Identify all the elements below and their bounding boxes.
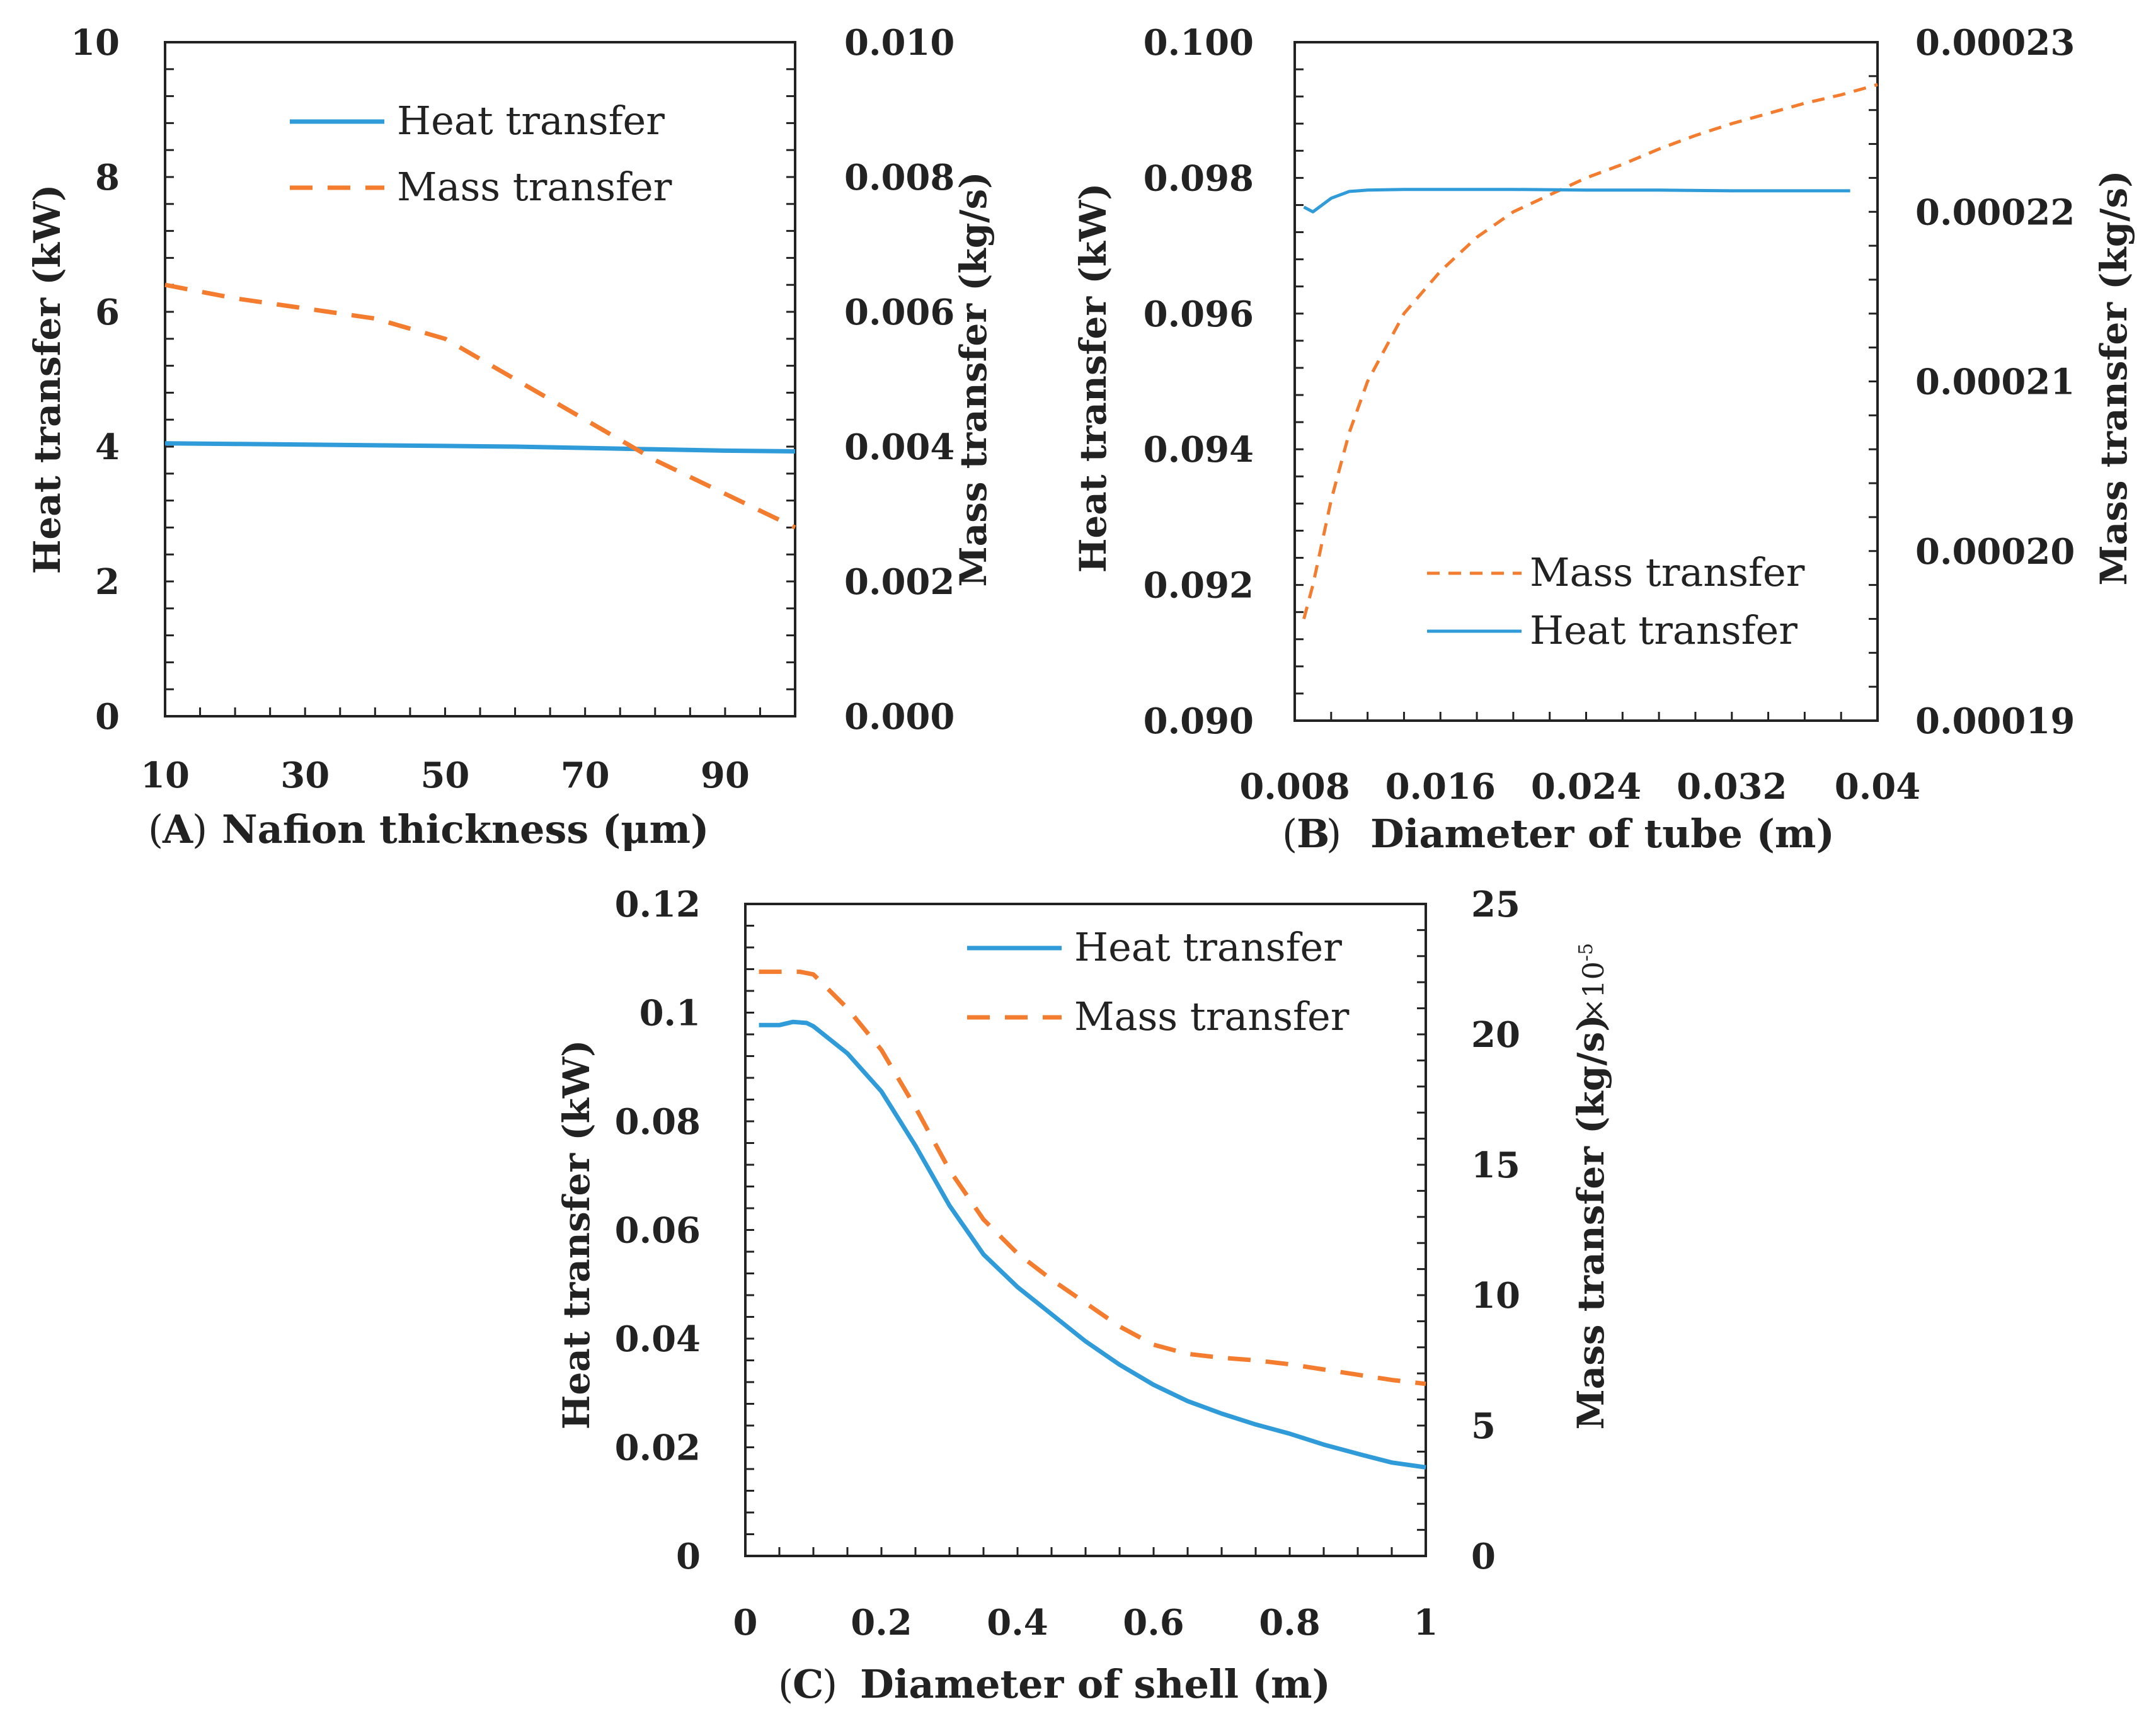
panel-b-y-right-tick-label: 0.00021 — [1915, 362, 2075, 403]
panel-c-x-axis-title: Diameter of shell (m) — [860, 1661, 1331, 1707]
panel-a-y-right-tick-label: 0.004 — [844, 426, 955, 468]
panel-c-y-right-tick-label: 10 — [1471, 1275, 1520, 1317]
panel-c-legend: Heat transfer Mass transfer — [967, 924, 1350, 1039]
panel-b-x-tick-label: 0.016 — [1385, 766, 1496, 808]
panel-c-y-left-tick-label: 0.1 — [639, 993, 701, 1034]
panel-c-letter: C — [793, 1661, 823, 1707]
panel-b-x-tick-label: 0.032 — [1677, 766, 1787, 808]
panel-b-y-left-tick-label: 0.100 — [1144, 22, 1254, 64]
panel-c-y-left-tick-label: 0 — [676, 1536, 701, 1577]
panel-c-y-left-title: Heat transfer (kW) — [555, 1040, 598, 1430]
panel-c-caption-open-paren: ( — [778, 1661, 793, 1707]
panel-b-legend-mass-label: Mass transfer — [1530, 549, 1805, 595]
panel-c-scale-base: ×10 — [1576, 961, 1610, 1022]
panel-b-y-right-tick-label: 0.00022 — [1915, 192, 2075, 233]
panel-b-y-right-tick-label: 0.00019 — [1915, 700, 2075, 742]
panel-a-caption-open-paren: ( — [148, 806, 163, 852]
panel-c-mass-transfer-line — [759, 969, 1426, 1387]
panel-c-y-right-tick-label: 5 — [1471, 1405, 1496, 1447]
panel-a-y-left-title: Heat transfer (kW) — [26, 185, 69, 575]
panel-c-y-left-tick-label: 0.08 — [615, 1101, 701, 1143]
panel-b-heat-transfer-line — [1303, 188, 1850, 214]
panel-a-chart: Heat transfer Mass transfer Heat transfe… — [26, 22, 995, 852]
panel-c-x-tick-label: 0.6 — [1123, 1602, 1184, 1644]
panel-c-chart: Heat transfer Mass transfer Heat transfe… — [555, 884, 1612, 1707]
panel-b-y-left-tick-label: 0.096 — [1144, 294, 1254, 335]
panel-c-x-tick-label: 0.8 — [1259, 1602, 1320, 1644]
panel-c-legend-mass-label: Mass transfer — [1074, 993, 1350, 1039]
panel-b-y-left-tick-label: 0.094 — [1144, 429, 1254, 471]
panel-b-y-right-title: Mass transfer (kg/s) — [2092, 170, 2135, 585]
panel-c-x-tick-label: 1 — [1414, 1602, 1438, 1644]
panel-b-y-right-tick-label: 0.00020 — [1915, 531, 2075, 573]
panel-a-y-left-tick-label: 4 — [95, 426, 120, 468]
panel-c-y-right-title: Mass transfer (kg/s) — [1569, 1014, 1612, 1429]
panel-a-y-right-tick-label: 0.008 — [844, 157, 955, 198]
panel-a-x-tick-label: 10 — [140, 755, 190, 796]
panel-a-y-right-tick-label: 0.006 — [844, 292, 955, 333]
panel-c-y-left-tick-label: 0.12 — [615, 884, 701, 925]
panel-b-x-tick-label: 0.024 — [1531, 766, 1641, 808]
panel-b-y-left-title: Heat transfer (kW) — [1072, 183, 1115, 573]
panel-a-legend: Heat transfer Mass transfer — [290, 98, 672, 210]
panel-b-legend: Mass transfer Heat transfer — [1427, 549, 1805, 653]
panel-c-x-tick-label: 0 — [733, 1602, 758, 1644]
panel-b-y-left-tick-label: 0.098 — [1144, 157, 1254, 199]
panel-b-chart: Mass transfer Heat transfer Heat transfe… — [1072, 22, 2135, 857]
panel-a-y-right-tick-label: 0.002 — [844, 561, 955, 603]
panel-a-y-right-title: Mass transfer (kg/s) — [952, 171, 995, 586]
panel-a-x-tick-label: 90 — [701, 755, 750, 796]
panel-a-y-left-tick-label: 6 — [95, 292, 120, 333]
panel-c-heat-transfer-line — [759, 1019, 1426, 1470]
panel-c-caption: ( C ) Diameter of shell (m) — [778, 1661, 1331, 1707]
panel-a-x-tick-label: 70 — [561, 755, 610, 796]
panel-a-y-left-tick-label: 8 — [95, 157, 120, 198]
panel-b-letter: B — [1297, 811, 1329, 857]
panel-c-y-left-tick-label: 0.06 — [615, 1210, 701, 1252]
panel-b-x-tick-label: 0.04 — [1835, 766, 1920, 808]
panel-a-x-tick-label: 30 — [280, 755, 330, 796]
panel-a-legend-heat-label: Heat transfer — [397, 98, 665, 144]
panel-a-x-tick-label: 50 — [420, 755, 469, 796]
panel-c-x-tick-label: 0.2 — [851, 1602, 912, 1644]
panel-c-scale-exponent: -5 — [1575, 943, 1597, 961]
panel-b-x-axis-title: Diameter of tube (m) — [1370, 811, 1835, 857]
panel-a-y-left-tick-label: 0 — [95, 696, 120, 738]
panel-b-caption: ( B ) Diameter of tube (m) — [1282, 811, 1835, 857]
panel-b-x-tick-label: 0.008 — [1239, 766, 1350, 808]
panel-a-y-right-tick-label: 0.010 — [844, 22, 955, 64]
panel-a-y-right-tick-label: 0.000 — [844, 696, 955, 738]
panel-a-heat-transfer-line — [164, 441, 796, 454]
panel-c-y-left-tick-label: 0.02 — [615, 1427, 701, 1469]
panel-c-y-left-tick-label: 0.04 — [615, 1318, 701, 1360]
panel-a-y-left-tick-label: 10 — [71, 22, 120, 64]
panel-b-caption-close-paren: ) — [1326, 811, 1341, 857]
panel-b-legend-heat-label: Heat transfer — [1530, 607, 1798, 653]
panel-a-x-axis-title: Nafion thickness (μm) — [222, 806, 709, 852]
panel-b-caption-open-paren: ( — [1282, 811, 1297, 857]
panel-c-caption-close-paren: ) — [822, 1661, 837, 1707]
panel-b-y-left-tick-label: 0.092 — [1144, 565, 1254, 607]
panel-c-x-tick-label: 0.4 — [987, 1602, 1048, 1644]
panel-c-y-right-tick-label: 0 — [1471, 1536, 1496, 1577]
panel-a-caption-close-paren: ) — [192, 806, 207, 852]
panel-c-y-right-tick-label: 15 — [1471, 1145, 1520, 1186]
panel-a-legend-mass-label: Mass transfer — [397, 164, 672, 210]
panel-c-y-right-tick-label: 25 — [1471, 884, 1520, 925]
panel-a-caption: ( A ) Nafion thickness (μm) — [148, 806, 709, 852]
panel-a-letter: A — [162, 806, 193, 852]
panel-c-y-right-tick-label: 20 — [1471, 1014, 1520, 1056]
panel-b-y-right-tick-label: 0.00023 — [1915, 22, 2075, 64]
panel-b-y-left-tick-label: 0.090 — [1144, 700, 1254, 742]
panel-c-legend-heat-label: Heat transfer — [1074, 924, 1342, 970]
panel-c-right-scale-factor: ×10-5 — [1575, 943, 1610, 1022]
panel-a-y-left-tick-label: 2 — [95, 561, 120, 603]
